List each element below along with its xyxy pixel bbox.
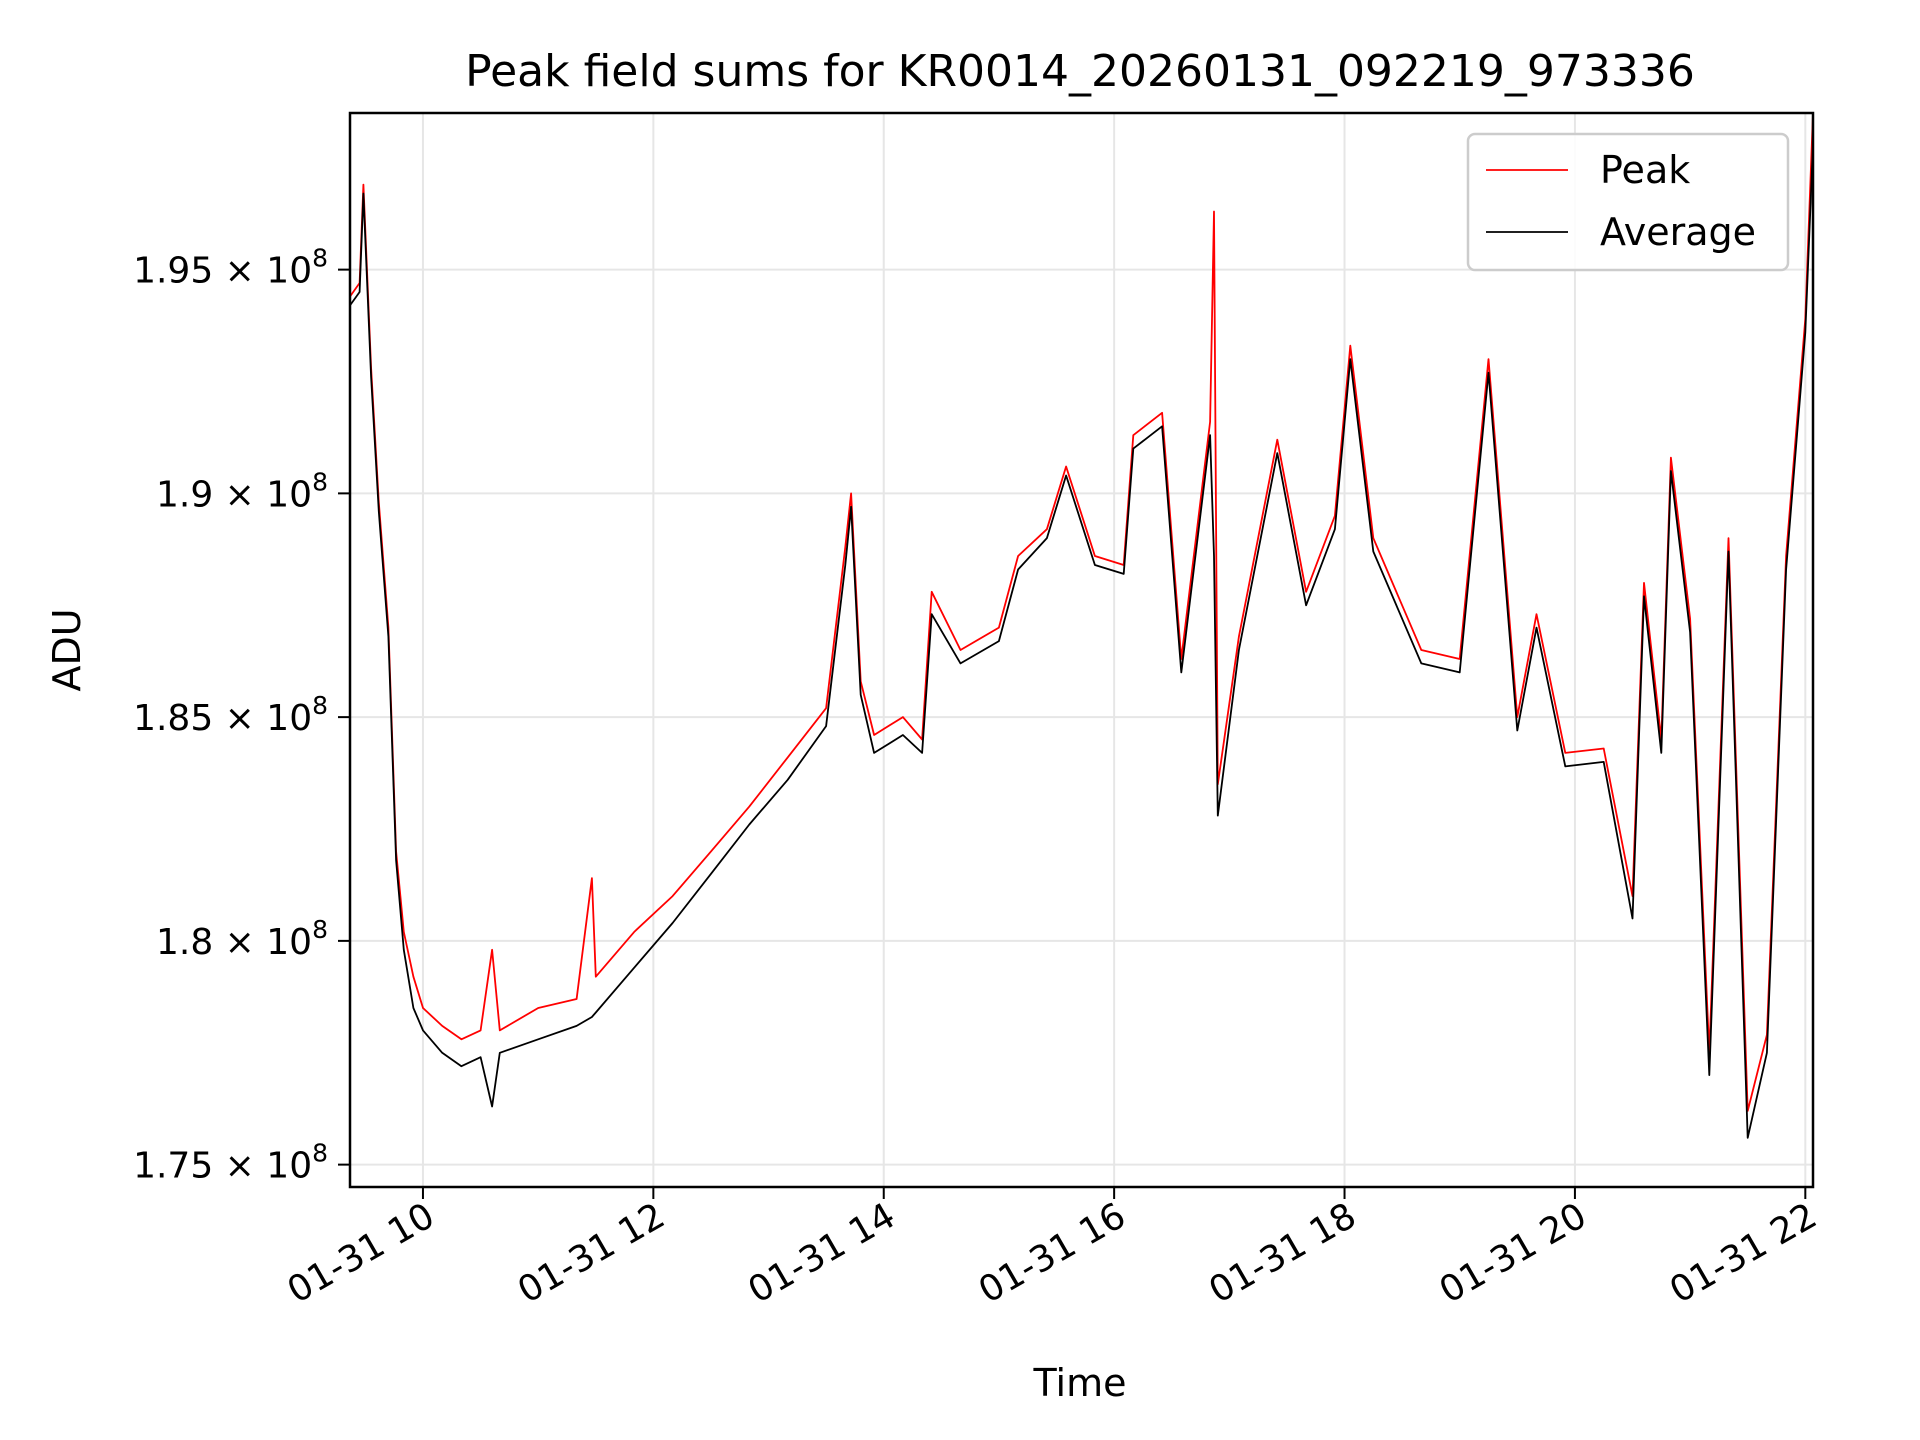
y-tick-label: 1.85 × 108 xyxy=(133,691,328,739)
plot-frame xyxy=(348,111,1815,1189)
y-tick-label: 1.8 × 108 xyxy=(156,915,328,963)
series-line-peak xyxy=(350,113,1813,1112)
legend-label-average: Average xyxy=(1600,210,1756,254)
legend-label-peak: Peak xyxy=(1600,148,1690,192)
y-axis-label: ADU xyxy=(45,608,89,691)
y-tick-label: 1.75 × 108 xyxy=(133,1139,328,1187)
chart-title: Peak field sums for KR0014_20260131_0922… xyxy=(465,46,1695,97)
series-line-average xyxy=(350,144,1813,1139)
y-tick-label: 1.95 × 108 xyxy=(133,244,328,292)
legend-box xyxy=(1466,132,1790,272)
legend: Peak Average xyxy=(1466,132,1790,272)
y-axis: 1.75 × 108 1.8 × 108 1.85 × 108 1.9 × 108 1.… xyxy=(133,244,350,1187)
y-tick-label: 1.9 × 108 xyxy=(156,467,328,515)
plot-series-group xyxy=(350,113,1813,1139)
series-layer xyxy=(350,113,1813,1139)
x-axis-label: Time xyxy=(1033,1361,1127,1405)
